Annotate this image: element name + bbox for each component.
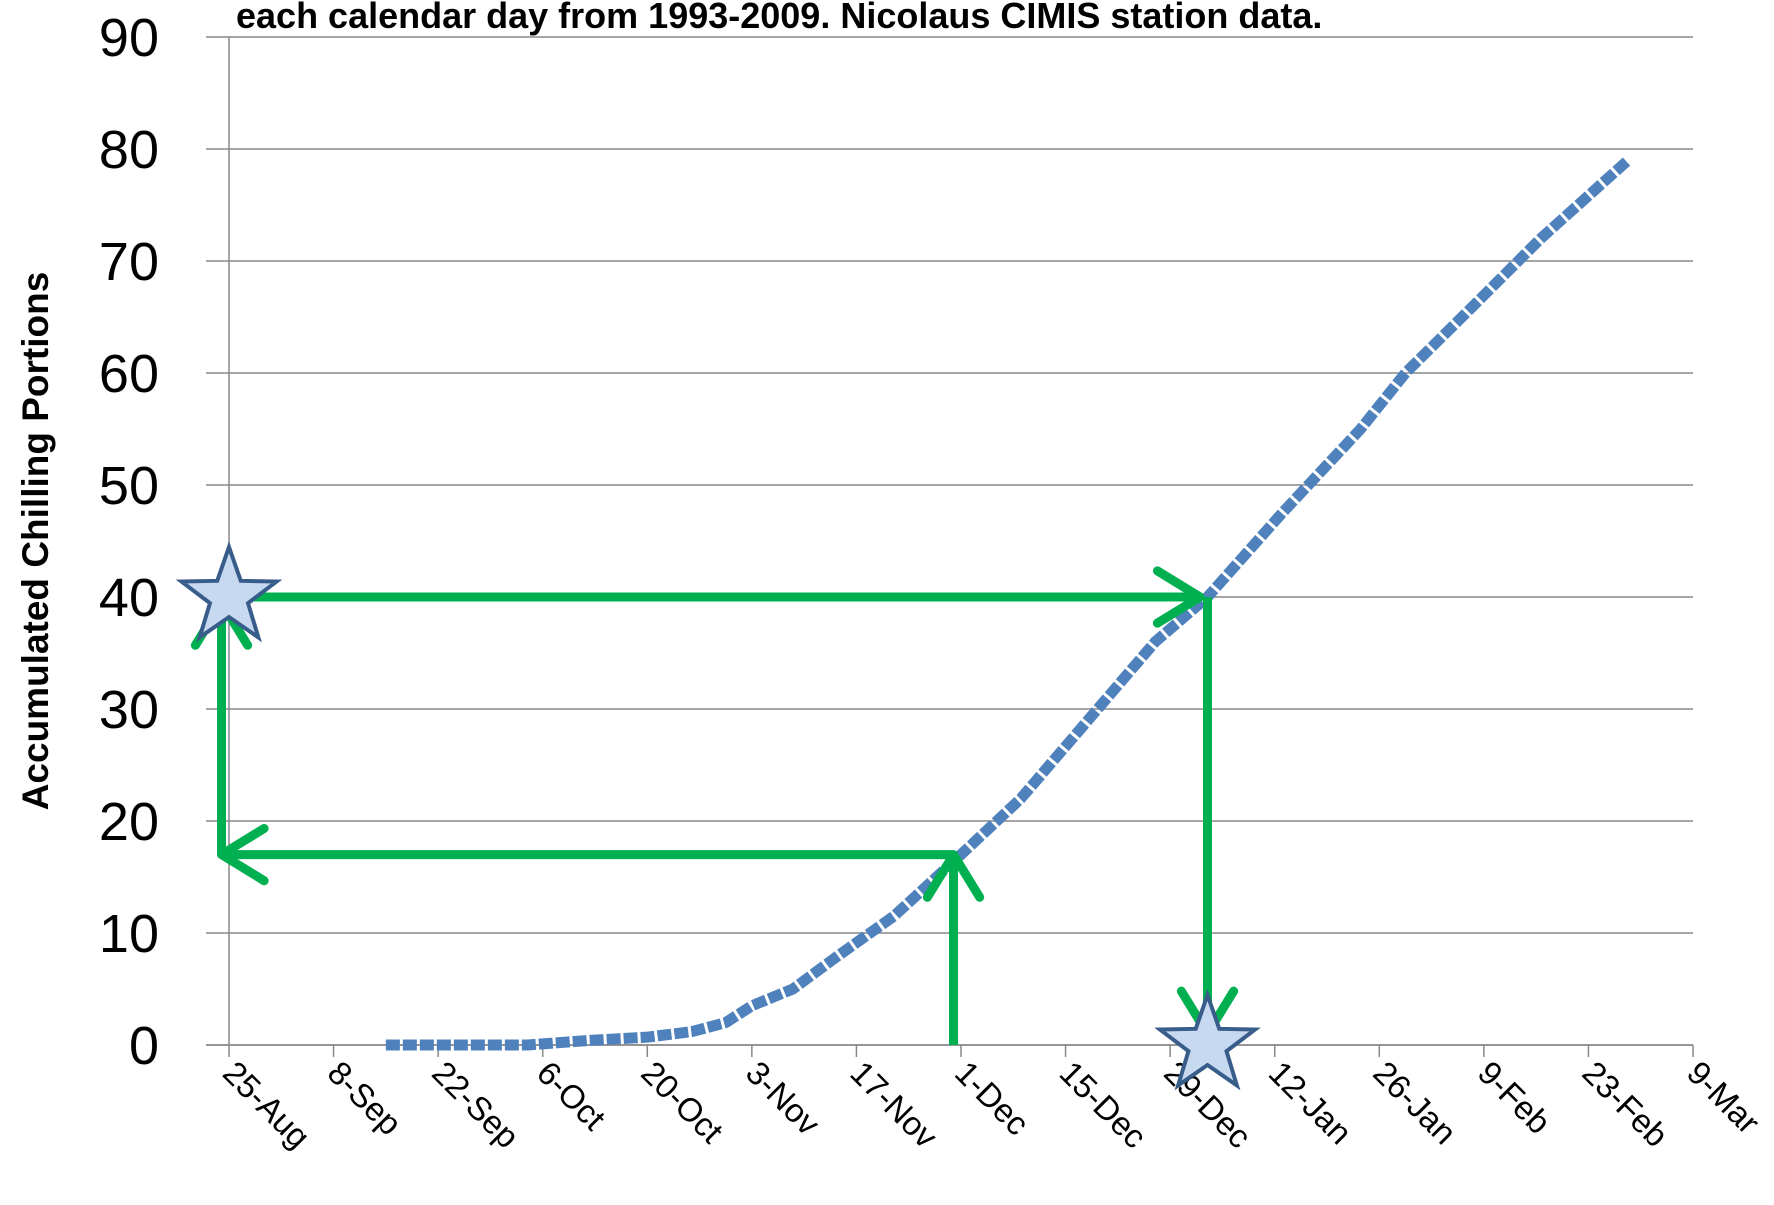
y-tick-label: 10	[99, 904, 159, 964]
star-marker	[1154, 988, 1261, 1091]
y-tick-label: 90	[99, 8, 159, 68]
y-tick-label: 70	[99, 232, 159, 292]
x-tick-label: 26-Jan	[1366, 1054, 1464, 1152]
data-line	[385, 156, 1632, 1051]
x-tick-label: 25-Aug	[216, 1054, 317, 1155]
arrow	[190, 598, 253, 855]
arrow	[229, 566, 1205, 628]
x-tick-label: 23-Feb	[1575, 1054, 1675, 1154]
star-marker	[175, 540, 283, 643]
x-tick-label: 17-Nov	[843, 1054, 945, 1156]
y-tick-label: 60	[99, 344, 159, 404]
x-tick-label: 12-Jan	[1262, 1054, 1360, 1152]
y-tick-label: 30	[99, 680, 159, 740]
y-axis-label: Accumulated Chilling Portions	[15, 272, 56, 811]
x-tick-label: 6-Oct	[530, 1054, 613, 1137]
arrow	[1176, 597, 1239, 1039]
arrow-head	[1152, 566, 1205, 628]
y-tick-label: 80	[99, 120, 159, 180]
arrow	[922, 850, 985, 1045]
arrow	[217, 823, 954, 886]
x-tick-label: 1-Dec	[948, 1054, 1036, 1142]
x-tick-label: 8-Sep	[321, 1054, 409, 1142]
chart-title: each calendar day from 1993-2009. Nicola…	[236, 0, 1322, 36]
y-tick-label: 40	[99, 568, 159, 628]
y-tick-label: 50	[99, 456, 159, 516]
x-tick-label: 9-Mar	[1680, 1054, 1767, 1141]
y-tick-label: 0	[129, 1016, 159, 1076]
x-tick-label: 20-Oct	[634, 1054, 730, 1150]
x-tick-label: 29-Dec	[1157, 1054, 1258, 1155]
y-tick-label: 20	[99, 792, 159, 852]
x-tick-label: 3-Nov	[739, 1054, 828, 1143]
x-tick-label: 15-Dec	[1053, 1054, 1154, 1155]
x-tick-label: 9-Feb	[1471, 1054, 1558, 1141]
x-tick-label: 22-Sep	[425, 1054, 526, 1155]
